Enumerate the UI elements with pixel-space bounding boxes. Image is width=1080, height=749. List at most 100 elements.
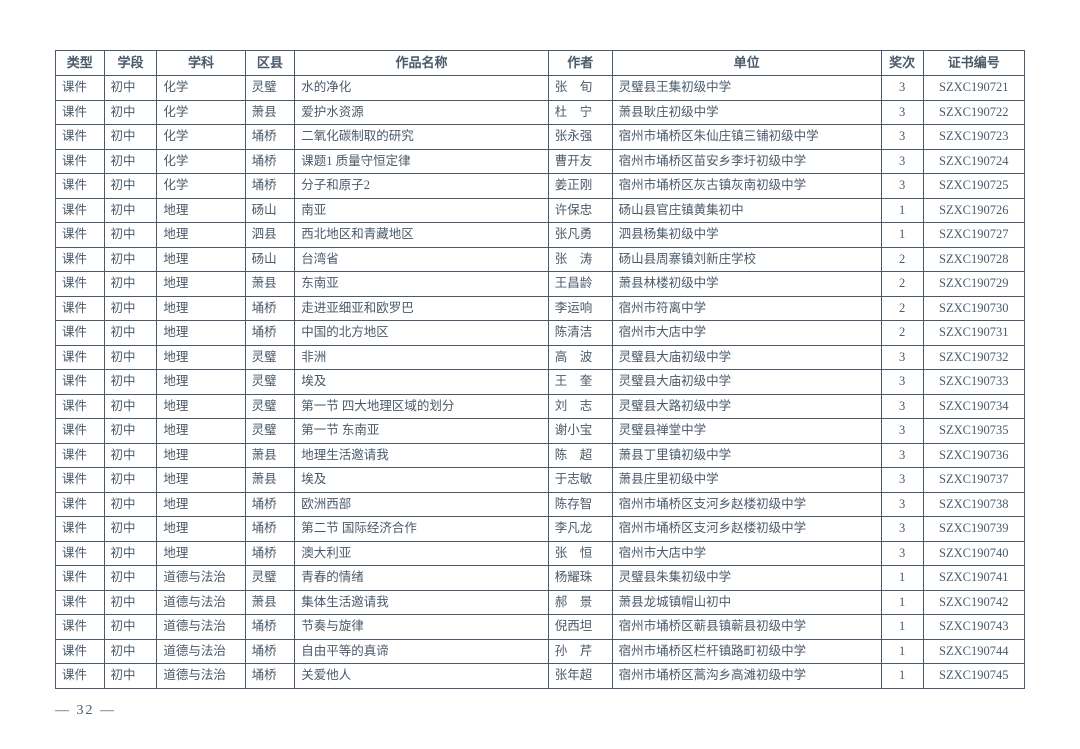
table-row: 课件初中道德与法治埇桥关爱他人张年超宿州市埇桥区蒿沟乡高滩初级中学1SZXC19… — [56, 664, 1025, 689]
cell: 关爱他人 — [295, 664, 549, 689]
cell: 地理 — [157, 272, 245, 297]
cell: 课件 — [56, 100, 105, 125]
cell: SZXC190727 — [923, 223, 1024, 248]
cell: 陈存智 — [548, 492, 612, 517]
cell: 地理 — [157, 541, 245, 566]
cell: 第一节 东南亚 — [295, 419, 549, 444]
cell: 走进亚细亚和欧罗巴 — [295, 296, 549, 321]
cell: 地理 — [157, 394, 245, 419]
cell: SZXC190743 — [923, 615, 1024, 640]
data-table: 类型 学段 学科 区县 作品名称 作者 单位 奖次 证书编号 课件初中化学灵璧水… — [55, 50, 1025, 689]
cell: 初中 — [104, 517, 157, 542]
cell: 课件 — [56, 664, 105, 689]
cell: 初中 — [104, 174, 157, 199]
cell: 萧县 — [245, 100, 295, 125]
cell: 埇桥 — [245, 615, 295, 640]
cell: 3 — [881, 76, 923, 101]
cell: 3 — [881, 468, 923, 493]
cell: 爱护水资源 — [295, 100, 549, 125]
cell: 灵璧 — [245, 394, 295, 419]
col-header-type: 类型 — [56, 51, 105, 76]
cell: 3 — [881, 100, 923, 125]
cell: 初中 — [104, 296, 157, 321]
cell: 课件 — [56, 321, 105, 346]
cell: 初中 — [104, 223, 157, 248]
cell: 灵璧 — [245, 370, 295, 395]
cell: 埇桥 — [245, 321, 295, 346]
cell: 萧县 — [245, 443, 295, 468]
cell: 课件 — [56, 125, 105, 150]
header-row: 类型 学段 学科 区县 作品名称 作者 单位 奖次 证书编号 — [56, 51, 1025, 76]
table-row: 课件初中道德与法治埇桥节奏与旋律倪西坦宿州市埇桥区蕲县镇蕲县初级中学1SZXC1… — [56, 615, 1025, 640]
cell: SZXC190740 — [923, 541, 1024, 566]
cell: 萧县丁里镇初级中学 — [612, 443, 881, 468]
cell: SZXC190722 — [923, 100, 1024, 125]
cell: 地理 — [157, 296, 245, 321]
cell: 化学 — [157, 76, 245, 101]
table-row: 课件初中化学灵璧水的净化张 旬灵璧县王集初级中学3SZXC190721 — [56, 76, 1025, 101]
cell: 灵璧县大庙初级中学 — [612, 370, 881, 395]
cell: 地理 — [157, 223, 245, 248]
cell: 课件 — [56, 566, 105, 591]
cell: SZXC190738 — [923, 492, 1024, 517]
cell: SZXC190723 — [923, 125, 1024, 150]
col-header-rank: 奖次 — [881, 51, 923, 76]
cell: 1 — [881, 566, 923, 591]
cell: 宿州市埇桥区灰古镇灰南初级中学 — [612, 174, 881, 199]
cell: 灵璧 — [245, 345, 295, 370]
cell: 分子和原子2 — [295, 174, 549, 199]
cell: 郝 景 — [548, 590, 612, 615]
cell: 地理 — [157, 419, 245, 444]
cell: 李凡龙 — [548, 517, 612, 542]
cell: 课题1 质量守恒定律 — [295, 149, 549, 174]
cell: 2 — [881, 321, 923, 346]
cell: 初中 — [104, 100, 157, 125]
cell: SZXC190739 — [923, 517, 1024, 542]
cell: 孙 芹 — [548, 639, 612, 664]
cell: 灵璧县王集初级中学 — [612, 76, 881, 101]
cell: 1 — [881, 590, 923, 615]
table-row: 课件初中地理砀山台湾省张 涛砀山县周寨镇刘新庄学校2SZXC190728 — [56, 247, 1025, 272]
col-header-author: 作者 — [548, 51, 612, 76]
cell: 陈清洁 — [548, 321, 612, 346]
cell: 埇桥 — [245, 149, 295, 174]
cell: 3 — [881, 345, 923, 370]
cell: 初中 — [104, 76, 157, 101]
cell: SZXC190721 — [923, 76, 1024, 101]
cell: 埇桥 — [245, 492, 295, 517]
cell: 课件 — [56, 419, 105, 444]
cell: 初中 — [104, 492, 157, 517]
cell: 道德与法治 — [157, 639, 245, 664]
cell: 萧县 — [245, 272, 295, 297]
cell: 课件 — [56, 590, 105, 615]
cell: 东南亚 — [295, 272, 549, 297]
table-row: 课件初中地理萧县东南亚王昌龄萧县林楼初级中学2SZXC190729 — [56, 272, 1025, 297]
table-row: 课件初中化学埇桥课题1 质量守恒定律曹开友宿州市埇桥区苗安乡李圩初级中学3SZX… — [56, 149, 1025, 174]
cell: 灵璧 — [245, 419, 295, 444]
cell: 课件 — [56, 174, 105, 199]
cell: 埃及 — [295, 468, 549, 493]
cell: 节奏与旋律 — [295, 615, 549, 640]
cell: 砀山县官庄镇黄集初中 — [612, 198, 881, 223]
cell: 课件 — [56, 345, 105, 370]
cell: 埇桥 — [245, 541, 295, 566]
cell: SZXC190745 — [923, 664, 1024, 689]
cell: 3 — [881, 125, 923, 150]
cell: 地理 — [157, 468, 245, 493]
cell: 灵璧 — [245, 76, 295, 101]
cell: 第一节 四大地理区域的划分 — [295, 394, 549, 419]
cell: 砀山 — [245, 247, 295, 272]
cell: 澳大利亚 — [295, 541, 549, 566]
cell: 课件 — [56, 639, 105, 664]
col-header-subject: 学科 — [157, 51, 245, 76]
cell: 欧洲西部 — [295, 492, 549, 517]
cell: 初中 — [104, 443, 157, 468]
cell: 西北地区和青藏地区 — [295, 223, 549, 248]
cell: 3 — [881, 394, 923, 419]
cell: 课件 — [56, 247, 105, 272]
cell: 青春的情绪 — [295, 566, 549, 591]
cell: 化学 — [157, 174, 245, 199]
table-row: 课件初中地理灵璧第一节 东南亚谢小宝灵璧县禅堂中学3SZXC190735 — [56, 419, 1025, 444]
cell: 初中 — [104, 247, 157, 272]
table-row: 课件初中地理埇桥澳大利亚张 恒宿州市大店中学3SZXC190740 — [56, 541, 1025, 566]
